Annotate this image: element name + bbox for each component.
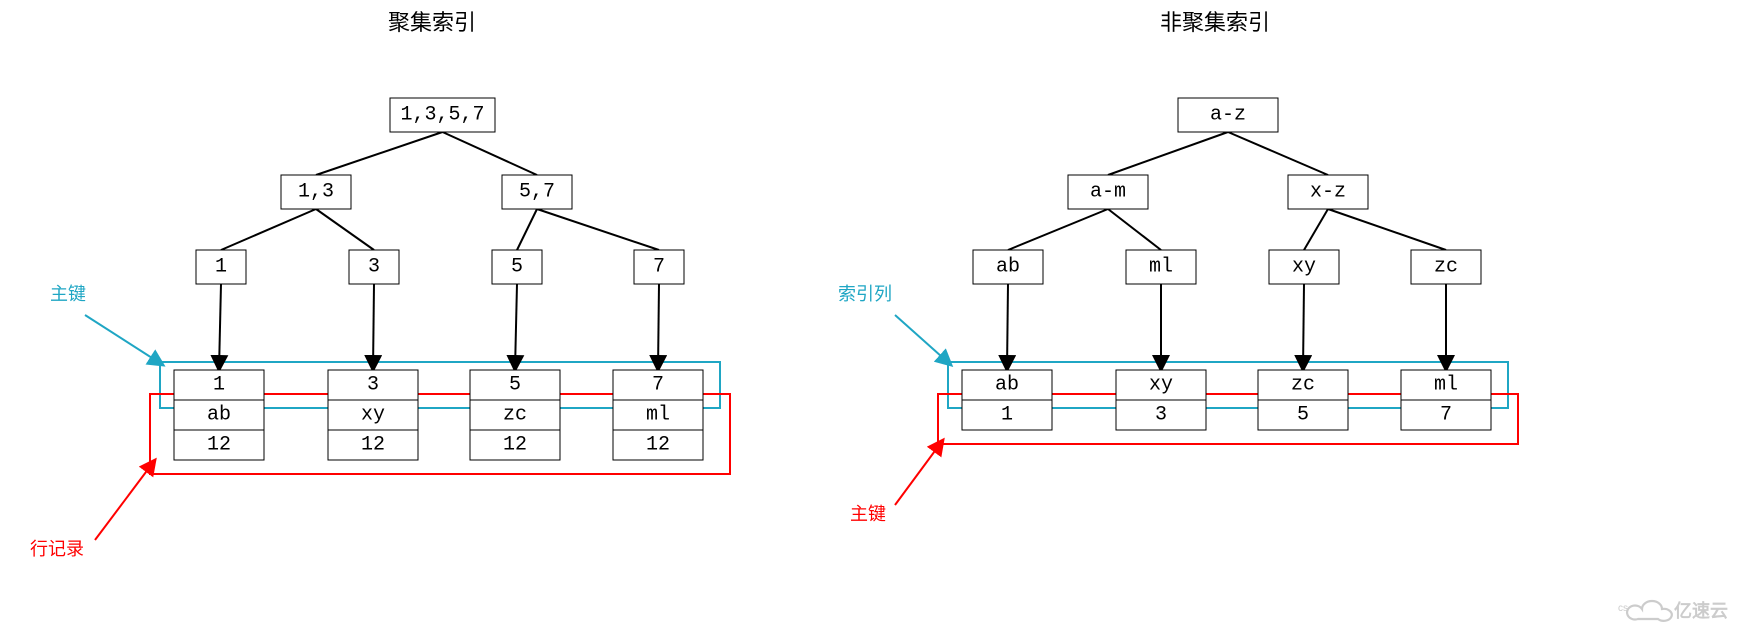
node-l2b-label: 3 [368, 256, 380, 279]
tree-edge [1108, 209, 1161, 250]
tree-edge [443, 132, 538, 175]
tree-arrow [1007, 284, 1008, 370]
node-l2c-label: 5 [511, 256, 523, 279]
watermark-main: 亿速云 [1674, 600, 1728, 621]
cloud-icon [1627, 601, 1672, 621]
node-d1d-label: 7 [1440, 404, 1452, 427]
node-d1b-label: xy [361, 404, 385, 427]
watermark-logo [1627, 601, 1672, 621]
annotation-blue-label: 主键 [50, 284, 86, 304]
node-l2d-label: zc [1434, 256, 1458, 279]
node-d0c-label: 5 [509, 374, 521, 397]
tree-edge [221, 209, 316, 250]
tree-edge [517, 209, 537, 250]
node-d0d-label: ml [1434, 374, 1458, 397]
node-d1d-label: ml [646, 404, 670, 427]
node-l2b-label: ml [1149, 256, 1173, 279]
tree-edge [537, 209, 659, 250]
node-l1a-label: a-m [1090, 181, 1126, 204]
annotation-blue-arrow [895, 315, 951, 365]
node-d1a-label: 1 [1001, 404, 1013, 427]
annotation-red-label: 主键 [850, 504, 886, 524]
node-root-label: 1,3,5,7 [400, 104, 484, 127]
tree-edge [1328, 209, 1446, 250]
node-d0a-label: ab [995, 374, 1019, 397]
node-d2a-label: 12 [207, 434, 231, 457]
diagram-canvas: 聚集索引 1,3,5,7 1,3 5,7 1 3 5 7 1 3 5 7 ab xy zc ml 12 12 12 1… [0, 0, 1744, 630]
node-l1b-label: x-z [1310, 181, 1346, 204]
tree-arrow [515, 284, 517, 370]
tree-arrow [1303, 284, 1304, 370]
node-d0b-label: xy [1149, 374, 1173, 397]
node-d0c-label: zc [1291, 374, 1315, 397]
node-l2c-label: xy [1292, 256, 1316, 279]
tree-arrow [219, 284, 221, 370]
tree-edge [1228, 132, 1328, 175]
tree-arrow [373, 284, 374, 370]
tree-edge [316, 209, 374, 250]
tree-edge [1008, 209, 1108, 250]
annotation-blue-label: 索引列 [838, 284, 892, 304]
tree-edge [316, 132, 443, 175]
node-d2c-label: 12 [503, 434, 527, 457]
node-d0b-label: 3 [367, 374, 379, 397]
node-l2a-label: 1 [215, 256, 227, 279]
annotation-red-arrow [95, 460, 155, 540]
annotation-red-arrow [895, 440, 943, 505]
node-l1b-label: 5,7 [519, 181, 555, 204]
node-d0a-label: 1 [213, 374, 225, 397]
node-d1b-label: 3 [1155, 404, 1167, 427]
tree-arrow [658, 284, 659, 370]
node-l2a-label: ab [996, 256, 1020, 279]
node-d2b-label: 12 [361, 434, 385, 457]
node-l2d-label: 7 [653, 256, 665, 279]
annotation-red-label: 行记录 [30, 539, 84, 559]
node-d1c-label: zc [503, 404, 527, 427]
node-l1a-label: 1,3 [298, 181, 334, 204]
node-d1a-label: ab [207, 404, 231, 427]
tree-title: 非聚集索引 [1160, 10, 1270, 35]
tree-edge [1108, 132, 1228, 175]
tree-title: 聚集索引 [388, 10, 476, 35]
node-d2d-label: 12 [646, 434, 670, 457]
node-d1c-label: 5 [1297, 404, 1309, 427]
annotation-blue-arrow [85, 315, 163, 365]
tree-edge [1304, 209, 1328, 250]
node-d0d-label: 7 [652, 374, 664, 397]
node-root-label: a-z [1210, 104, 1246, 127]
